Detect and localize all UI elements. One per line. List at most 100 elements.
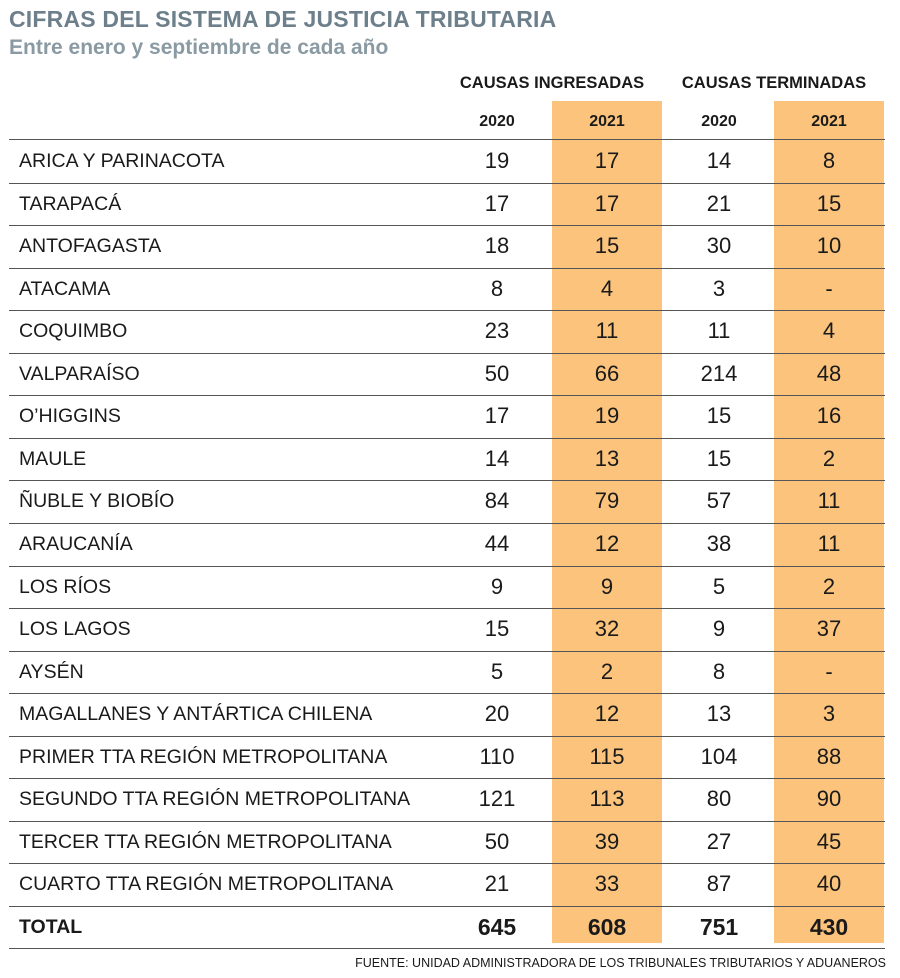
value-cell: 751	[699, 913, 739, 940]
region-name: MAULE	[19, 447, 87, 470]
table-row: ARAUCANÍA 44 12 38 11	[0, 523, 900, 565]
value-cell: 5	[712, 573, 726, 599]
value-cell: -	[825, 275, 833, 301]
chart-subtitle: Entre enero y septiembre de cada año	[9, 36, 389, 59]
region-name: O’HIGGINS	[19, 405, 121, 428]
row-divider	[9, 139, 885, 140]
region-name: CUARTO TTA REGIÓN METROPOLITANA	[19, 873, 394, 896]
table-row: O’HIGGINS 17 19 15 16	[0, 395, 900, 437]
table-row: LOS RÍOS 9 9 5 2	[0, 566, 900, 608]
source-note: FUENTE: UNIDAD ADMINISTRADORA DE LOS TRI…	[355, 956, 886, 970]
value-cell: 15	[594, 233, 620, 259]
region-name: TERCER TTA REGIÓN METROPOLITANA	[19, 830, 392, 853]
region-name: SEGUNDO TTA REGIÓN METROPOLITANA	[19, 788, 411, 811]
value-cell: 21	[484, 871, 510, 897]
value-cell: 12	[594, 530, 620, 556]
value-cell: 2	[822, 445, 836, 471]
value-cell: 11	[595, 318, 619, 344]
value-cell: -	[825, 658, 833, 684]
row-divider	[9, 395, 885, 396]
value-cell: 17	[594, 148, 620, 173]
value-cell: 88	[816, 743, 842, 769]
value-cell: 113	[589, 786, 625, 812]
row-divider	[9, 821, 885, 822]
value-cell: 84	[484, 488, 510, 514]
year-header: 2021	[811, 113, 847, 130]
value-cell: 5	[490, 658, 504, 684]
table-row: VALPARAÍSO 50 66 214 48	[0, 353, 900, 395]
value-cell: 2	[600, 658, 614, 684]
value-cell: 430	[809, 913, 849, 940]
table-row: ATACAMA 8 4 3 -	[0, 268, 900, 310]
value-cell: 45	[816, 828, 842, 854]
value-cell: 15	[816, 190, 842, 216]
region-name: AYSÉN	[19, 660, 84, 683]
value-cell: 2	[822, 573, 836, 599]
group-header-terminadas: CAUSAS TERMINADAS	[681, 74, 867, 92]
value-cell: 115	[589, 743, 625, 769]
value-cell: 3	[822, 701, 836, 727]
year-header: 2020	[701, 113, 737, 130]
value-cell: 4	[822, 318, 836, 344]
value-cell: 37	[816, 616, 842, 642]
table-row: AYSÉN 5 2 8 -	[0, 651, 900, 693]
value-cell: 8	[712, 658, 726, 684]
value-cell: 121	[478, 786, 516, 812]
value-cell: 3	[712, 275, 726, 301]
table-row: COQUIMBO 23 11 11 4	[0, 310, 900, 352]
value-cell: 27	[706, 828, 732, 854]
region-name: ÑUBLE Y BIOBÍO	[19, 490, 175, 513]
row-divider	[9, 268, 885, 269]
value-cell: 87	[706, 871, 732, 897]
value-cell: 13	[706, 701, 732, 727]
value-cell: 32	[594, 616, 620, 642]
table-row: MAGALLANES Y ANTÁRTICA CHILENA 20 12 13 3	[0, 693, 900, 735]
value-cell: 12	[594, 701, 620, 727]
value-cell: 14	[706, 148, 732, 173]
value-cell: 17	[594, 190, 620, 216]
value-cell: 110	[479, 743, 515, 769]
row-divider	[9, 183, 885, 184]
row-divider	[9, 736, 885, 737]
chart-title: CIFRAS DEL SISTEMA DE JUSTICIA TRIBUTARI…	[9, 6, 557, 32]
value-cell: 21	[706, 190, 732, 216]
row-divider	[9, 310, 885, 311]
table-row: ARICA Y PARINACOTA 19 17 14 8	[0, 140, 900, 182]
value-cell: 16	[816, 403, 842, 429]
table-row: TERCER TTA REGIÓN METROPOLITANA 50 39 27 45	[0, 821, 900, 863]
region-name: COQUIMBO	[19, 320, 128, 343]
table-row: MAULE 14 13 15 2	[0, 438, 900, 480]
value-cell: 15	[706, 403, 732, 429]
value-cell: 50	[484, 360, 510, 386]
row-divider	[9, 906, 885, 907]
row-divider	[9, 480, 885, 481]
row-divider	[9, 566, 885, 567]
value-cell: 4	[600, 275, 614, 301]
value-cell: 15	[484, 616, 510, 642]
value-cell: 19	[484, 148, 510, 173]
value-cell: 20	[484, 701, 510, 727]
value-cell: 214	[700, 360, 738, 386]
row-divider	[9, 863, 885, 864]
region-name: LOS LAGOS	[19, 618, 131, 641]
region-name: TARAPACÁ	[19, 192, 122, 215]
value-cell: 40	[816, 871, 842, 897]
region-name: ANTOFAGASTA	[19, 235, 162, 258]
table-row: ANTOFAGASTA 18 15 30 10	[0, 225, 900, 267]
region-name: ATACAMA	[19, 277, 111, 300]
row-divider	[9, 608, 885, 609]
table-row: SEGUNDO TTA REGIÓN METROPOLITANA 121 113 80…	[0, 778, 900, 820]
region-name: VALPARAÍSO	[19, 362, 140, 385]
value-cell: 9	[490, 573, 504, 599]
value-cell: 19	[594, 403, 620, 429]
row-divider	[9, 438, 885, 439]
value-cell: 11	[817, 530, 841, 556]
value-cell: 13	[594, 445, 620, 471]
row-divider	[9, 651, 885, 652]
value-cell: 8	[490, 275, 504, 301]
region-name: ARICA Y PARINACOTA	[19, 150, 225, 172]
value-cell: 39	[594, 828, 620, 854]
value-cell: 80	[706, 786, 732, 812]
row-divider	[9, 353, 885, 354]
table-row: LOS LAGOS 15 32 9 37	[0, 608, 900, 650]
